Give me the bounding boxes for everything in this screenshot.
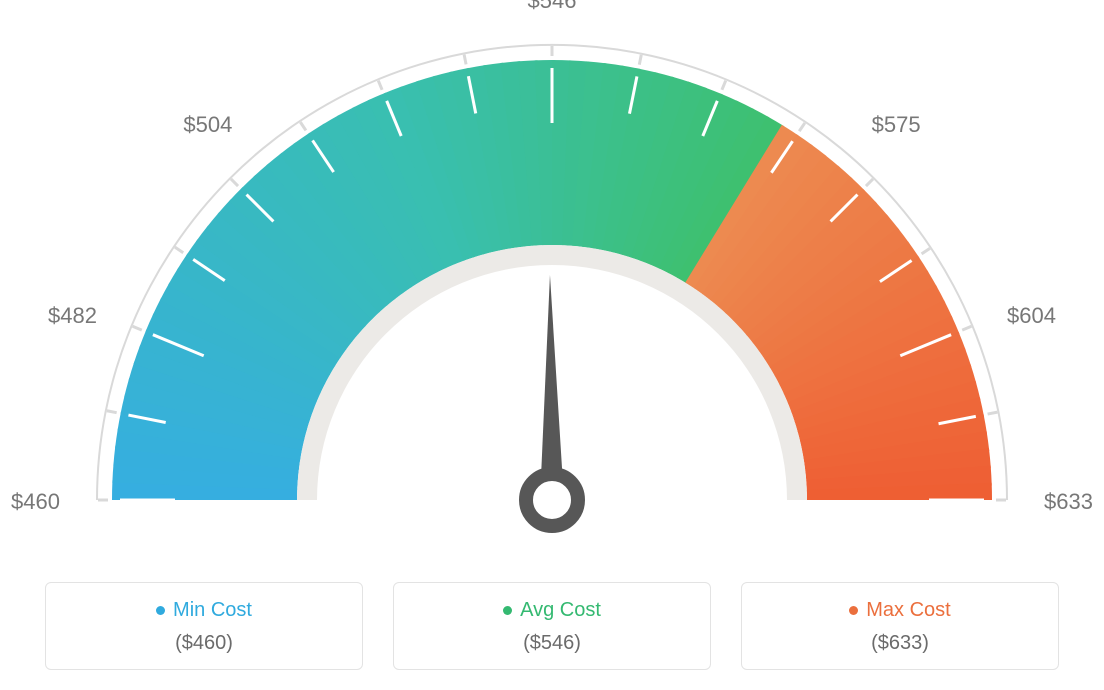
legend-dot-max	[849, 606, 858, 615]
legend-avg-value: ($546)	[404, 632, 700, 655]
legend-min-label-row: Min Cost	[56, 599, 352, 622]
legend-avg-cost: Avg Cost ($546)	[393, 582, 711, 670]
legend-min-cost: Min Cost ($460)	[45, 582, 363, 670]
legend-avg-label: Avg Cost	[520, 599, 601, 622]
legend-dot-avg	[503, 606, 512, 615]
gauge-tick-label: $504	[183, 112, 232, 138]
legend-min-label: Min Cost	[173, 599, 252, 622]
gauge-svg	[0, 0, 1104, 560]
gauge-tick-label: $482	[48, 303, 97, 329]
gauge-tick-label: $604	[1007, 303, 1056, 329]
gauge-area: $460 $482 $504 $546 $575 $604 $633	[0, 0, 1104, 560]
gauge-tick-label: $546	[528, 0, 577, 14]
cost-gauge-chart: $460 $482 $504 $546 $575 $604 $633 Min Cost ($…	[0, 0, 1104, 690]
gauge-tick-label: $633	[1044, 489, 1093, 515]
legend-min-value: ($460)	[56, 632, 352, 655]
legend-max-value: ($633)	[752, 632, 1048, 655]
legend-max-label-row: Max Cost	[752, 599, 1048, 622]
gauge-tick-label: $460	[11, 489, 60, 515]
legend-max-label: Max Cost	[866, 599, 950, 622]
legend-max-cost: Max Cost ($633)	[741, 582, 1059, 670]
legend-dot-min	[156, 606, 165, 615]
legend-avg-label-row: Avg Cost	[404, 599, 700, 622]
gauge-tick-label: $575	[872, 112, 921, 138]
legend-row: Min Cost ($460) Avg Cost ($546) Max Cost…	[0, 582, 1104, 670]
